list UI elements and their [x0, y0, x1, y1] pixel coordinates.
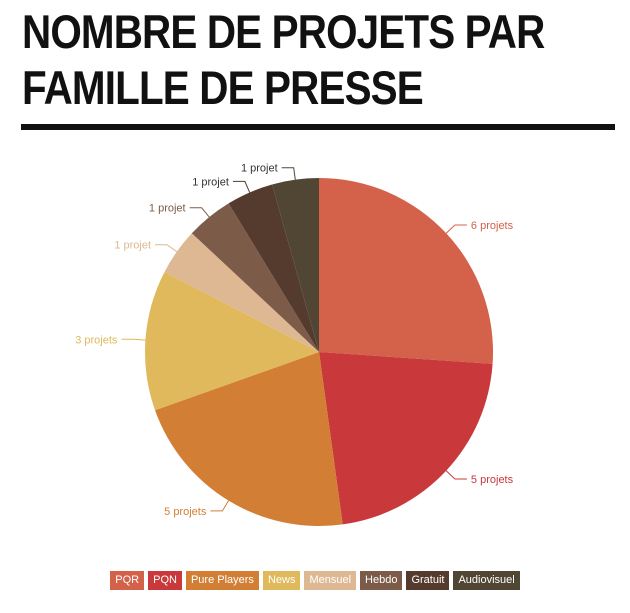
chart-title-line-1: NOMBRE DE PROJETS PAR — [22, 5, 545, 58]
data-label: 1 projet — [149, 203, 186, 215]
legend-item-mensuel[interactable]: Mensuel — [304, 571, 357, 590]
pie-slice-audiovisuel — [272, 178, 319, 352]
label-leader-line — [232, 180, 251, 193]
title-underline — [21, 124, 615, 130]
pie-slice-news — [144, 271, 319, 411]
pie-slice-pure-players — [155, 352, 343, 526]
pie-slice-hebdo — [191, 203, 319, 352]
data-label: 3 projets — [75, 334, 118, 346]
chart-title-line-2: FAMILLE DE PRESSE — [22, 61, 424, 114]
data-label: 1 projet — [241, 163, 278, 175]
pie-slice-pqn — [319, 352, 493, 525]
data-label: 1 projet — [114, 240, 151, 252]
label-leader-line — [121, 338, 146, 341]
legend-item-pqn[interactable]: PQN — [148, 571, 182, 590]
pie-slice-gratuit — [228, 184, 319, 352]
data-label: 5 projets — [164, 506, 207, 518]
label-leader-line — [155, 244, 178, 253]
legend-item-audiovisuel[interactable]: Audiovisuel — [453, 571, 520, 590]
data-label: 6 projets — [471, 220, 514, 232]
label-leader-line — [210, 500, 230, 512]
chart-title: NOMBRE DE PROJETS PAR FAMILLE DE PRESSE — [22, 4, 545, 116]
legend-item-gratuit[interactable]: Gratuit — [406, 571, 450, 590]
pie-chart: 6 projets 5 projets 5 projets 3 projets 1 pr… — [75, 163, 514, 526]
pie-slice-pqr — [319, 178, 493, 364]
data-label: 1 projet — [192, 176, 229, 188]
pie-slice-mensuel — [164, 233, 319, 352]
label-leader-line — [445, 224, 467, 234]
legend-item-hebdo[interactable]: Hebdo — [360, 571, 403, 590]
chart-legend: PQR PQN Pure Players News Mensuel Hebdo Gratui… — [0, 571, 630, 590]
legend-item-pure-players[interactable]: Pure Players — [185, 571, 259, 590]
label-leader-line — [281, 167, 296, 180]
label-leader-line — [445, 470, 467, 480]
data-label: 5 projets — [471, 474, 514, 486]
legend-item-news[interactable]: News — [262, 571, 301, 590]
legend-item-pqr[interactable]: PQR — [110, 571, 145, 590]
label-leader-line — [189, 207, 210, 218]
